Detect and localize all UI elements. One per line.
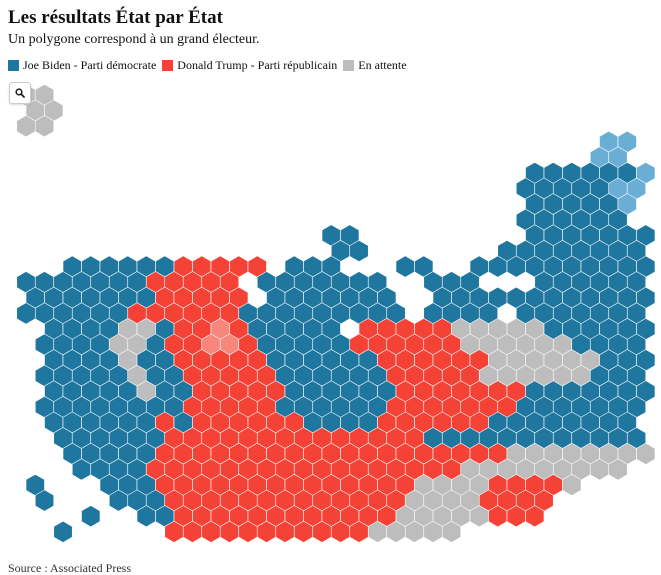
legend-label-biden: Joe Biden - Parti démocrate (23, 58, 157, 72)
elector-hex[interactable] (562, 473, 582, 497)
elector-hex[interactable] (395, 255, 415, 278)
outlying-hexes (25, 473, 101, 543)
legend: Joe Biden - Parti démocrate Donald Trump… (8, 57, 413, 73)
elector-hex[interactable] (53, 520, 73, 543)
elector-hex[interactable] (81, 505, 101, 528)
elector-hex[interactable] (441, 520, 462, 543)
elector-hex[interactable] (608, 458, 628, 481)
legend-swatch-biden (8, 59, 19, 71)
electoral-hexes (16, 83, 656, 543)
legend-label-trump: Donald Trump - Parti républicain (177, 58, 338, 72)
map-title: Les résultats État par État (8, 7, 223, 28)
legend-swatch-pending (343, 59, 355, 71)
search-icon (15, 88, 25, 98)
map-subtitle: Un polygone correspond à un grand électe… (8, 32, 260, 47)
legend-label-pending: En attente (358, 58, 407, 72)
search-button[interactable] (9, 82, 31, 104)
legend-item-trump: Donald Trump - Parti républicain (162, 57, 337, 73)
legend-swatch-trump (162, 59, 174, 71)
elector-hex[interactable] (34, 489, 55, 512)
source-note: Source : Associated Press (8, 561, 131, 575)
elector-hex[interactable] (349, 239, 369, 263)
elector-hex[interactable] (34, 115, 55, 138)
elector-hex[interactable] (525, 505, 545, 528)
legend-item-pending: En attente (343, 57, 407, 73)
legend-item-biden: Joe Biden - Parti démocrate (8, 57, 156, 73)
elector-hex[interactable] (636, 442, 656, 465)
